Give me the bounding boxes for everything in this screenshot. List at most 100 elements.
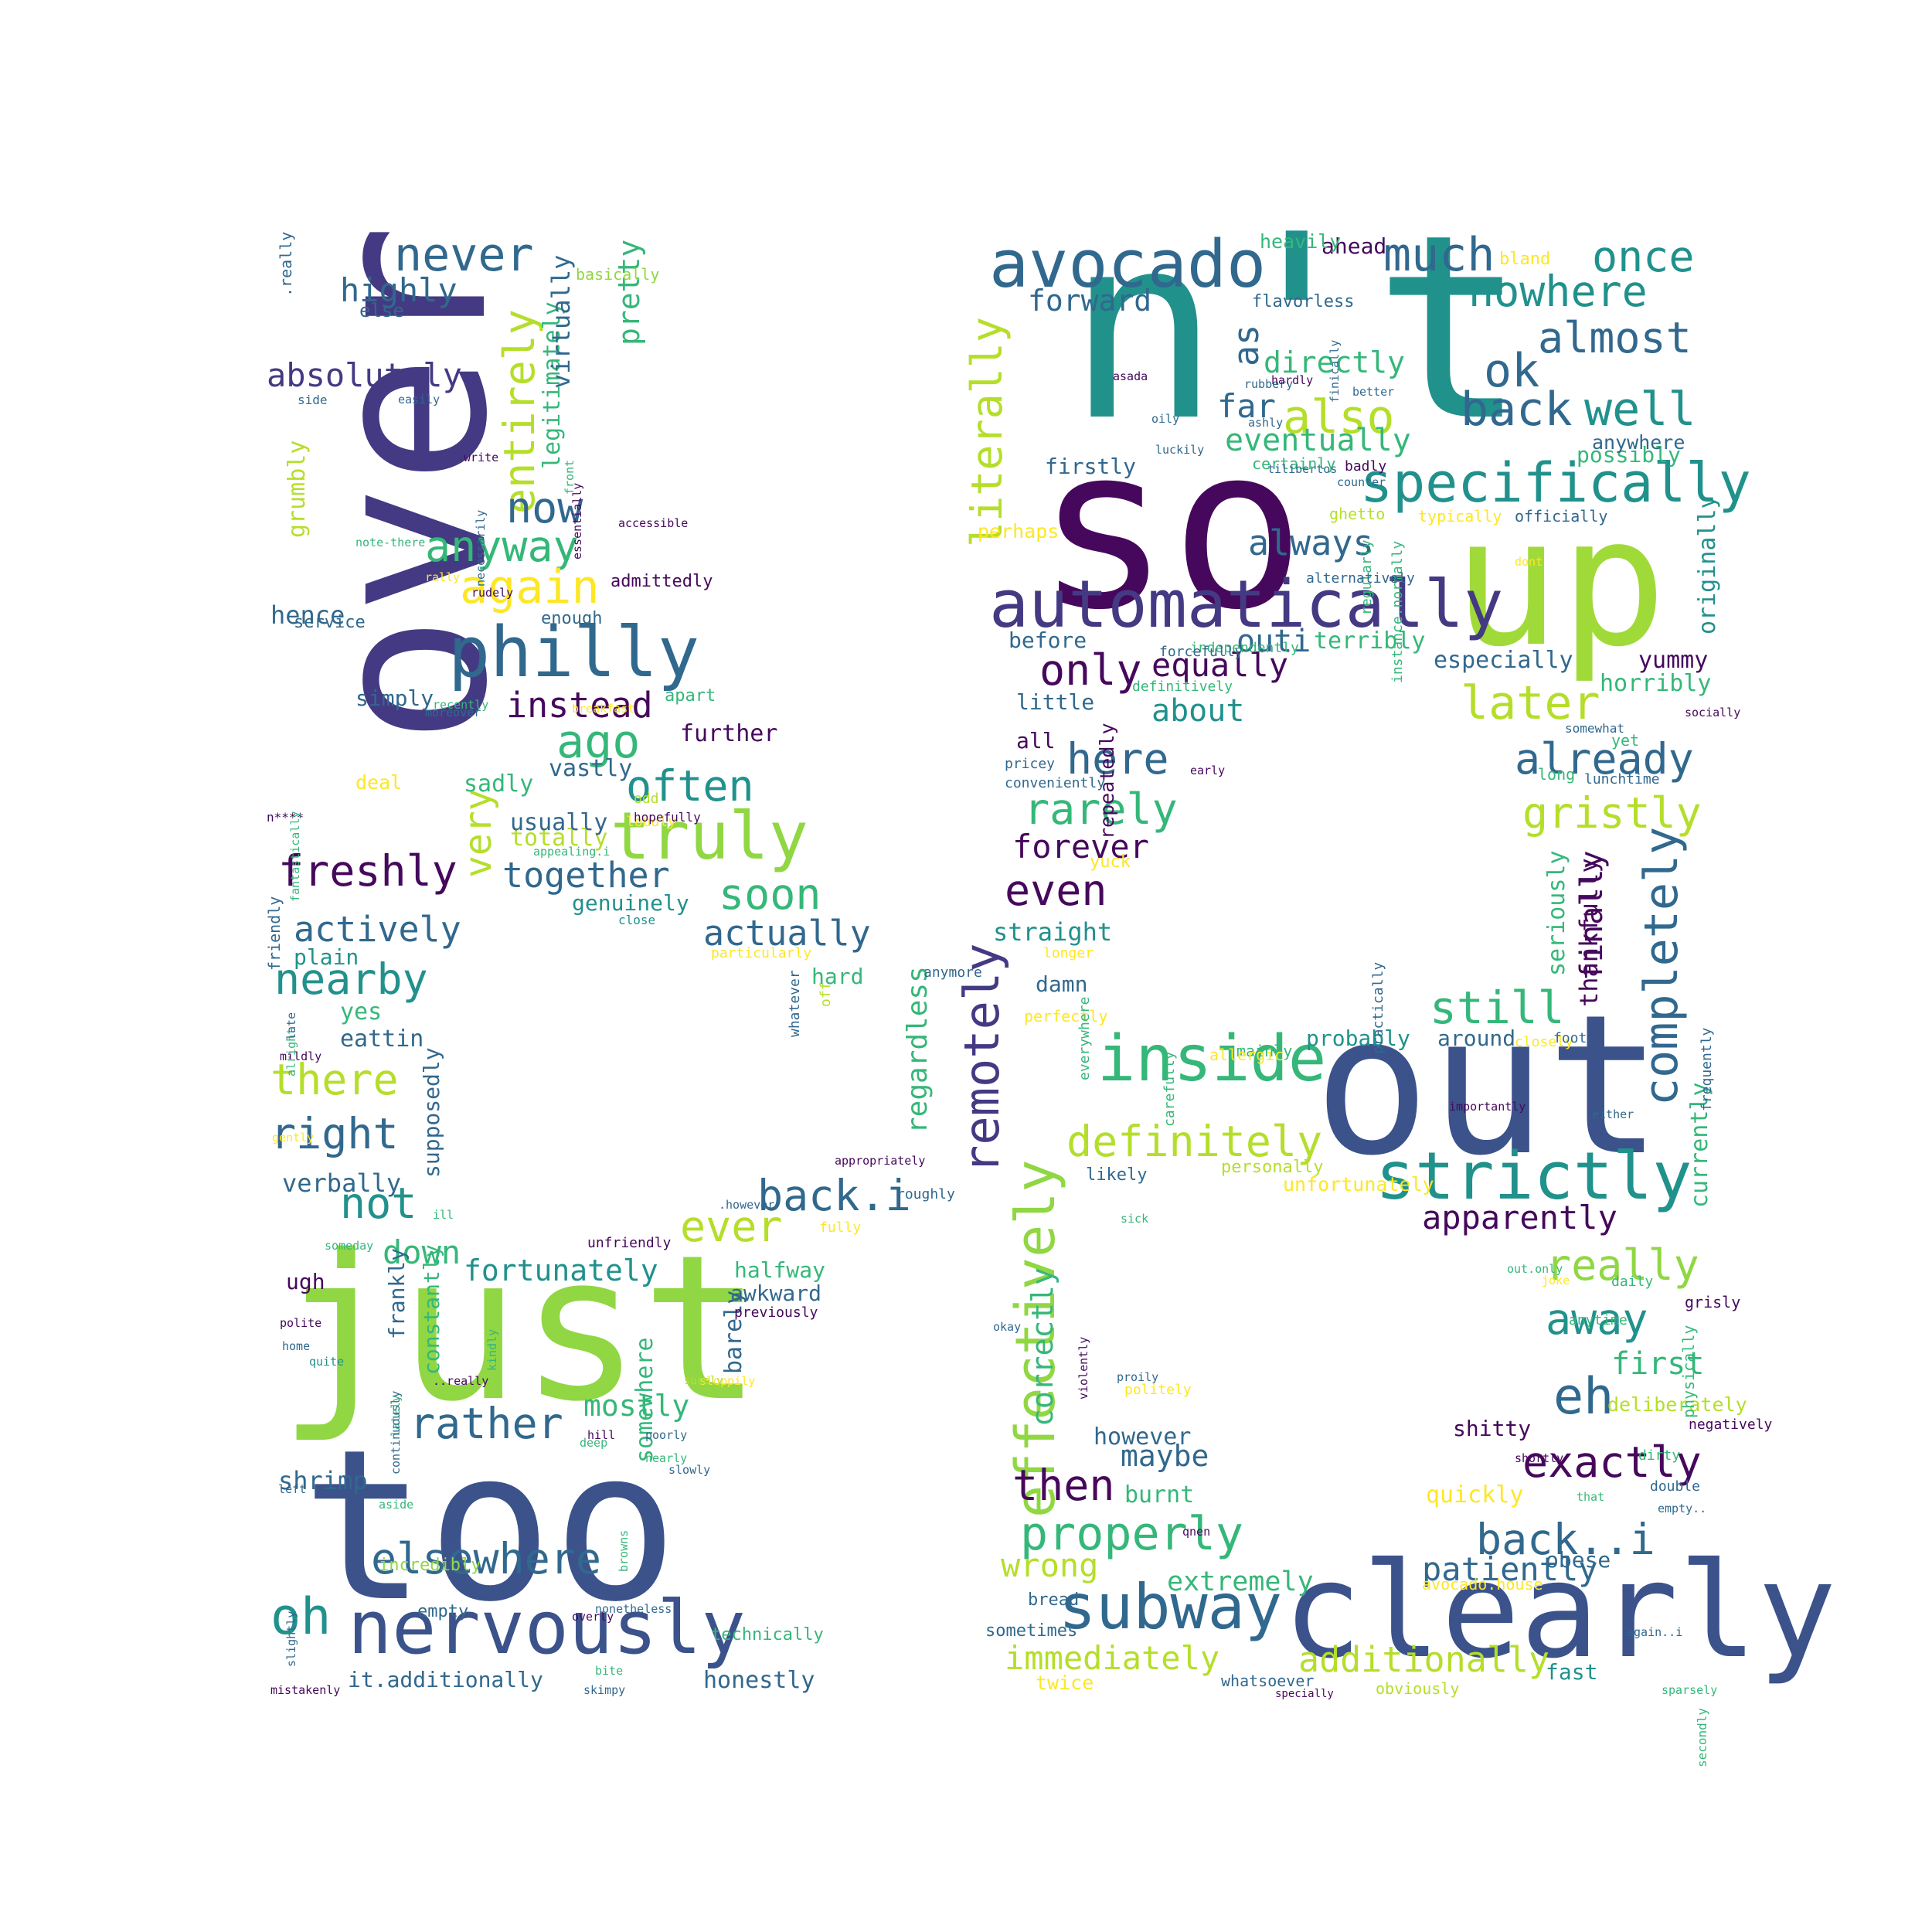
cloud-word: kindly [485, 1329, 499, 1372]
cloud-word: regardless [902, 966, 934, 1134]
cloud-word: around [1437, 1026, 1516, 1051]
cloud-word: genuinely [572, 890, 689, 916]
cloud-word: once [1592, 232, 1695, 281]
cloud-word: down [383, 1233, 461, 1271]
cloud-word: awkward [730, 1281, 822, 1306]
cloud-word: overly [572, 1610, 614, 1624]
cloud-word: negatively [1689, 1417, 1773, 1433]
cloud-word: mistakenly [270, 1683, 341, 1697]
cloud-word: sadly [464, 770, 534, 798]
cloud-word: asada [1113, 369, 1148, 383]
cloud-word: too [301, 1404, 679, 1648]
cloud-word: off [818, 981, 834, 1007]
cloud-word: far [1217, 387, 1276, 425]
cloud-word: close [618, 913, 656, 927]
cloud-word: deliberately [1607, 1393, 1747, 1416]
cloud-word: skimpy [583, 1683, 626, 1697]
cloud-word: frankly [384, 1248, 410, 1340]
cloud-word: specifically [1360, 451, 1751, 515]
cloud-word: slightly [284, 1611, 298, 1668]
cloud-word: properly [1020, 1507, 1243, 1561]
cloud-word: additionally [1298, 1639, 1550, 1680]
cloud-word: instance.normally [1389, 541, 1406, 684]
cloud-word: admittedly [611, 572, 713, 591]
cloud-word: now [506, 483, 583, 532]
cloud-word: everywhere [1077, 997, 1093, 1081]
cloud-word: clearly [1283, 1535, 1837, 1688]
cloud-word: specially [1275, 1688, 1334, 1700]
cloud-word: continuously [389, 1391, 403, 1475]
cloud-word: dont [1515, 555, 1543, 569]
cloud-word: whatever [787, 970, 803, 1037]
cloud-word: already [1515, 734, 1694, 784]
cloud-word: shitty [1453, 1416, 1532, 1441]
cloud-word: seriously [1543, 850, 1570, 976]
cloud-word: anytime [1569, 1312, 1628, 1328]
cloud-word: vastly [549, 755, 633, 782]
cloud-word: loudly [626, 814, 677, 830]
cloud-word: violently [1077, 1337, 1090, 1400]
cloud-word: politely [1124, 1382, 1192, 1398]
cloud-word: well [1584, 383, 1696, 437]
cloud-word: anywhere [1592, 431, 1685, 454]
cloud-word: mostly [583, 1389, 690, 1423]
cloud-word: appropriately [835, 1154, 926, 1168]
cloud-word: foot [1553, 1030, 1587, 1046]
cloud-word: bite [595, 1664, 624, 1678]
cloud-word: out.only [1507, 1262, 1563, 1276]
cloud-word: breakfast [572, 702, 635, 716]
cloud-word: yes [340, 998, 383, 1026]
cloud-word: apart [665, 686, 716, 706]
cloud-word: actually [703, 913, 871, 954]
cloud-word: eventually [1225, 423, 1411, 458]
cloud-word: empty.. [1658, 1502, 1707, 1515]
cloud-word: closely [1515, 1034, 1573, 1050]
cloud-word: sick [1121, 1212, 1149, 1226]
cloud-word: daily [1611, 1274, 1654, 1290]
cloud-word: gristly [1522, 788, 1702, 838]
cloud-word: plain [294, 944, 359, 970]
cloud-word: long [1538, 765, 1576, 784]
cloud-word: finically [1328, 340, 1342, 403]
cloud-word: importantly [1449, 1100, 1526, 1114]
cloud-word: always [1248, 522, 1374, 563]
cloud-word: only [1039, 645, 1142, 695]
cloud-word: socially [1685, 706, 1741, 719]
cloud-word: obviously [1376, 1679, 1460, 1698]
cloud-word: okay [993, 1320, 1022, 1334]
cloud-word: extremely [1167, 1566, 1314, 1597]
cloud-word: still [1430, 981, 1565, 1034]
cloud-word: note-there [355, 536, 426, 549]
cloud-word: nowhere [1468, 267, 1648, 316]
cloud-word: .really [277, 232, 295, 298]
cloud-word: also [1283, 390, 1395, 444]
cloud-word: there [270, 1055, 399, 1104]
cloud-word: instead [506, 685, 653, 726]
cloud-word: outi [1236, 624, 1311, 659]
cloud-word: late [284, 1012, 298, 1041]
cloud-word: terribly [1314, 628, 1426, 655]
cloud-word: originally [1694, 495, 1721, 634]
cloud-word: rather [410, 1399, 563, 1448]
cloud-word: so [1036, 399, 1306, 659]
cloud-word: home [282, 1339, 311, 1353]
cloud-word: ashly [1248, 416, 1284, 430]
cloud-word: perfectly [1024, 1007, 1108, 1026]
cloud-word: fortunately [464, 1253, 658, 1287]
cloud-word: freshly [278, 846, 457, 896]
cloud-word: all [1016, 728, 1056, 753]
cloud-word: oily [1151, 412, 1180, 426]
cloud-word: quickly [1426, 1481, 1524, 1509]
cloud-word: forward [1028, 284, 1152, 318]
cloud-word: fantastically [288, 811, 302, 903]
cloud-word: literally [962, 317, 1012, 548]
cloud-word: somewhere [631, 1337, 658, 1463]
cloud-word: about [1151, 693, 1245, 729]
cloud-word: right [270, 1109, 399, 1158]
cloud-word: ago [556, 715, 641, 769]
cloud-word: yuck [1090, 852, 1131, 872]
cloud-word: ..really [433, 1374, 489, 1388]
cloud-word: not [340, 1179, 417, 1228]
cloud-word: exactly [1522, 1437, 1702, 1487]
